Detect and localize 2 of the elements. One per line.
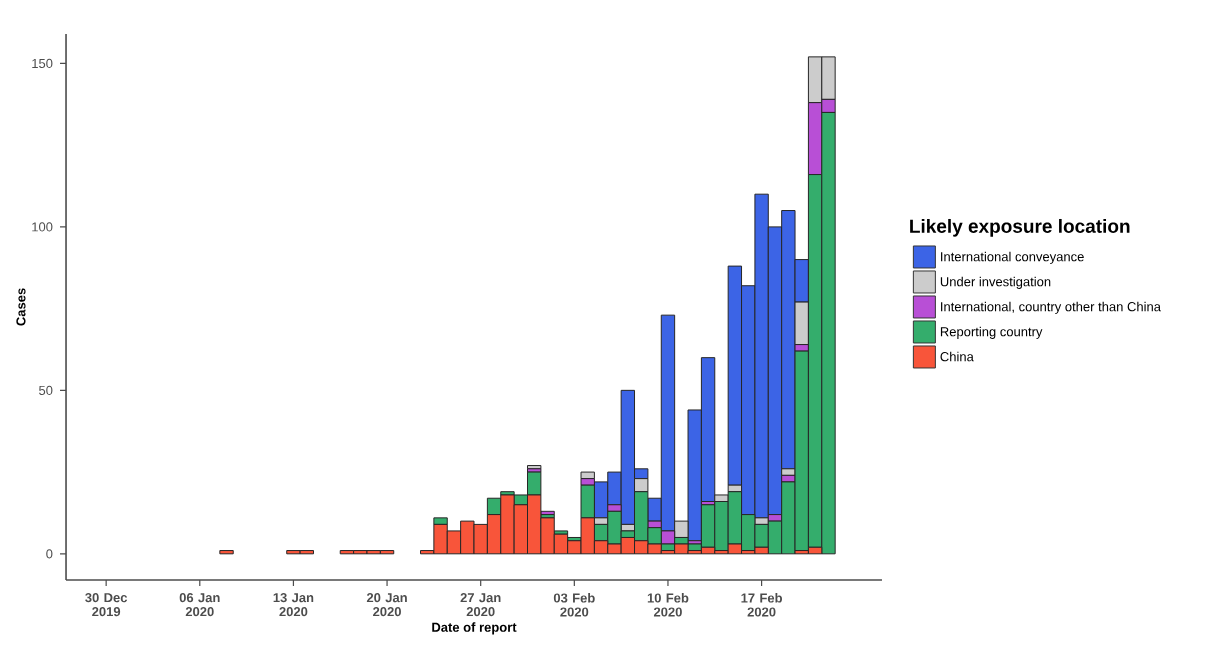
- legend-title: Likely exposure location: [910, 218, 1130, 237]
- bar: [580, 471, 595, 480]
